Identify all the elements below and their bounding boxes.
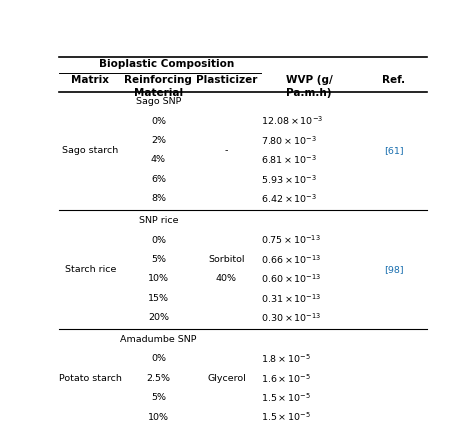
Text: $6.42 \times 10^{-3}$: $6.42 \times 10^{-3}$ [261,192,318,205]
Text: Glycerol: Glycerol [207,374,246,383]
Text: $0.60 \times 10^{-13}$: $0.60 \times 10^{-13}$ [261,272,322,285]
Text: Bioplastic Composition: Bioplastic Composition [99,59,234,69]
Text: Sago starch: Sago starch [63,146,118,155]
Text: $0.75 \times 10^{-13}$: $0.75 \times 10^{-13}$ [261,234,321,246]
Text: 0%: 0% [151,236,166,244]
Text: 10%: 10% [148,275,169,283]
Text: $1.5 \times 10^{-5}$: $1.5 \times 10^{-5}$ [261,391,311,404]
Text: [98]: [98] [384,265,403,274]
Text: 10%: 10% [148,412,169,422]
Text: [85]: [85] [384,422,403,423]
Text: 0%: 0% [151,354,166,363]
Text: 4%: 4% [151,156,166,165]
Text: $0.30 \times 10^{-13}$: $0.30 \times 10^{-13}$ [261,311,322,324]
Text: $1.6 \times 10^{-5}$: $1.6 \times 10^{-5}$ [261,372,311,385]
Text: 40%: 40% [216,275,237,283]
Text: 2.5%: 2.5% [146,374,171,383]
Text: $0.31 \times 10^{-13}$: $0.31 \times 10^{-13}$ [261,292,322,305]
Text: $1.8 \times 10^{-5}$: $1.8 \times 10^{-5}$ [261,353,311,365]
Text: WVP (g/
Pa.m.h): WVP (g/ Pa.m.h) [286,75,332,98]
Text: 6%: 6% [151,175,166,184]
Text: Plasticizer: Plasticizer [196,75,257,85]
Text: Matrix: Matrix [72,75,109,85]
Text: $12.08 \times 10^{-3}$: $12.08 \times 10^{-3}$ [261,115,324,127]
Text: $7.80 \times 10^{-3}$: $7.80 \times 10^{-3}$ [261,134,317,147]
Text: 5%: 5% [151,255,166,264]
Text: Potato starch: Potato starch [59,374,122,383]
Text: 8%: 8% [151,194,166,203]
Text: $0.66 \times 10^{-13}$: $0.66 \times 10^{-13}$ [261,253,322,266]
Text: Reinforcing
Material: Reinforcing Material [125,75,192,98]
Text: Starch rice: Starch rice [65,265,116,274]
Text: Amadumbe SNP: Amadumbe SNP [120,335,197,344]
Text: Sorbitol: Sorbitol [208,255,245,264]
Text: 20%: 20% [148,313,169,322]
Text: 2%: 2% [151,136,166,145]
Text: Ref.: Ref. [382,75,405,85]
Text: SNP rice: SNP rice [139,216,178,225]
Text: $1.5 \times 10^{-5}$: $1.5 \times 10^{-5}$ [261,411,311,423]
Text: [61]: [61] [384,146,403,155]
Text: $5.93 \times 10^{-3}$: $5.93 \times 10^{-3}$ [261,173,318,186]
Text: Sago SNP: Sago SNP [136,97,181,106]
Text: 15%: 15% [148,294,169,303]
Text: 5%: 5% [151,393,166,402]
Text: 0%: 0% [151,117,166,126]
Text: $6.81 \times 10^{-3}$: $6.81 \times 10^{-3}$ [261,154,317,166]
Text: -: - [225,146,228,155]
